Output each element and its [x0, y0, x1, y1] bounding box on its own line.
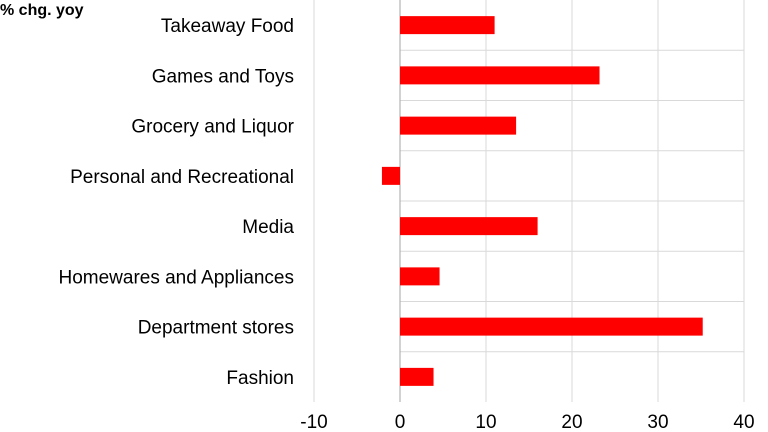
bar [400, 217, 538, 236]
bar [381, 166, 400, 185]
gridlines [313, 0, 745, 402]
category-label: Personal and Recreational [70, 167, 294, 188]
category-label: Games and Toys [152, 66, 294, 87]
x-tick-label: 40 [733, 412, 754, 432]
x-tick-label: -10 [300, 412, 327, 432]
category-label: Grocery and Liquor [131, 117, 294, 138]
x-tick-label: 30 [647, 412, 668, 432]
x-tick-labels: -10 0 10 20 30 40 [300, 412, 754, 432]
x-tick-label: 10 [475, 412, 496, 432]
unit-label: % chg. yoy [0, 2, 84, 19]
category-label: Department stores [138, 318, 294, 339]
x-tick-label: 20 [561, 412, 582, 432]
category-labels: Takeaway Food Games and Toys Grocery and L… [58, 16, 294, 389]
category-label: Fashion [226, 368, 294, 389]
bars [381, 16, 703, 386]
bar [400, 116, 517, 135]
bar [400, 317, 703, 336]
x-tick-label: 0 [395, 412, 406, 432]
category-label: Takeaway Food [161, 16, 294, 37]
bar [400, 16, 495, 35]
bar [400, 66, 600, 85]
bar [400, 267, 440, 286]
bar [400, 367, 434, 386]
category-label: Homewares and Appliances [58, 267, 294, 288]
category-label: Media [242, 217, 294, 238]
